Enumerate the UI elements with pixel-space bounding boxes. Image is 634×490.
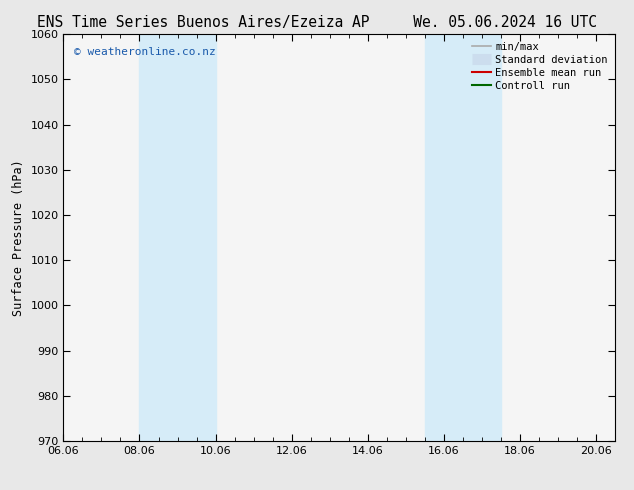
Bar	[425, 34, 501, 441]
Text: ENS Time Series Buenos Aires/Ezeiza AP     We. 05.06.2024 16 UTC: ENS Time Series Buenos Aires/Ezeiza AP W…	[37, 15, 597, 30]
Legend: min/max, Standard deviation, Ensemble mean run, Controll run: min/max, Standard deviation, Ensemble me…	[468, 37, 612, 95]
Y-axis label: Surface Pressure (hPa): Surface Pressure (hPa)	[12, 159, 25, 316]
Text: © weatheronline.co.nz: © weatheronline.co.nz	[74, 47, 216, 56]
Bar	[139, 34, 216, 441]
